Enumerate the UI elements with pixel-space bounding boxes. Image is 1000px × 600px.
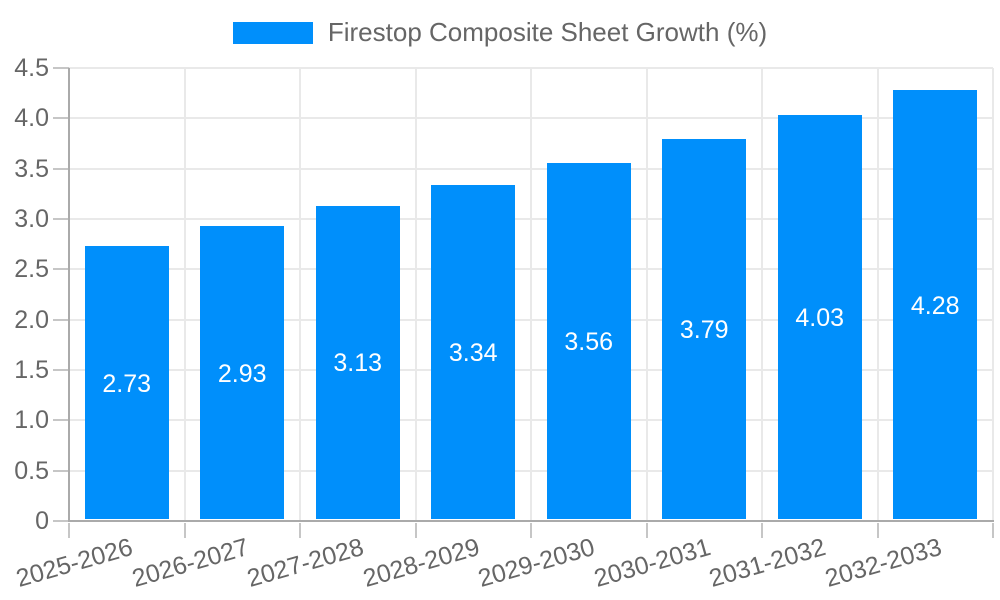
x-gridline <box>183 68 186 521</box>
bar[interactable] <box>431 184 516 519</box>
legend-swatch-icon <box>232 22 313 44</box>
bar-value-label: 3.79 <box>679 316 729 345</box>
bar-value-label: 3.56 <box>564 327 614 356</box>
x-axis-tick <box>761 523 763 538</box>
y-tick-label: 3.5 <box>14 154 49 183</box>
x-tick-label: 2025-2026 <box>13 533 136 593</box>
bar-value-label: 3.13 <box>333 349 383 378</box>
y-tick-label: 1.5 <box>14 356 49 384</box>
x-axis-tick <box>414 523 417 538</box>
y-axis-line <box>68 68 70 521</box>
y-tick-label: 2.0 <box>14 305 49 334</box>
y-axis-tick <box>53 369 69 371</box>
bar[interactable] <box>546 162 631 519</box>
x-axis-tick <box>68 523 70 538</box>
x-axis-tick <box>876 523 879 538</box>
y-tick-label: 4.0 <box>14 104 49 133</box>
x-gridline <box>761 68 763 521</box>
y-tick-label: 0.5 <box>14 456 49 485</box>
y-axis-tick <box>53 419 69 422</box>
bar-value-label: 4.28 <box>910 291 960 320</box>
bar[interactable] <box>893 90 978 519</box>
legend[interactable]: Firestop Composite Sheet Growth (%) <box>0 19 1000 47</box>
x-tick-label: 2032-2033 <box>821 533 945 593</box>
legend-label: Firestop Composite Sheet Growth (%) <box>327 17 768 47</box>
bar-value-label: 4.03 <box>795 304 845 333</box>
x-gridline <box>530 68 532 521</box>
x-gridline <box>645 68 648 521</box>
y-tick-label: 0 <box>35 507 49 535</box>
bar-value-label: 2.93 <box>217 359 267 388</box>
x-tick-label: 2030-2031 <box>590 533 714 593</box>
y-tick-label: 2.5 <box>14 255 49 284</box>
x-axis-tick <box>183 523 186 538</box>
y-axis-tick <box>53 318 69 321</box>
y-axis-tick <box>53 218 69 220</box>
y-axis-tick <box>53 167 69 170</box>
x-tick-label: 2027-2028 <box>244 533 367 593</box>
bar[interactable] <box>777 115 862 519</box>
y-tick-label: 3.0 <box>14 205 49 233</box>
y-axis-tick <box>53 520 69 522</box>
y-tick-label: 1.0 <box>14 406 49 435</box>
x-axis-line <box>68 520 994 522</box>
y-axis-tick <box>53 117 69 120</box>
x-tick-label: 2031-2032 <box>706 533 829 593</box>
y-axis-tick <box>53 268 69 271</box>
x-axis-tick <box>530 523 532 538</box>
bar[interactable] <box>200 226 285 519</box>
x-axis-tick <box>992 523 994 538</box>
bar[interactable] <box>315 205 400 519</box>
x-tick-label: 2026-2027 <box>128 533 252 593</box>
bar-value-label: 3.34 <box>448 338 498 367</box>
bar[interactable] <box>662 139 747 519</box>
x-tick-label: 2028-2029 <box>359 533 483 593</box>
x-gridline <box>299 68 301 521</box>
y-axis-tick <box>53 469 69 472</box>
x-axis-tick <box>645 523 648 538</box>
x-gridline <box>876 68 879 521</box>
y-tick-label: 4.5 <box>14 54 49 82</box>
bar-value-label: 2.73 <box>102 369 152 398</box>
y-axis-tick <box>53 67 69 69</box>
x-axis-tick <box>299 523 301 538</box>
x-gridline <box>414 68 417 521</box>
x-gridline <box>992 68 994 521</box>
bar[interactable] <box>84 246 169 519</box>
x-tick-label: 2029-2030 <box>475 533 598 593</box>
